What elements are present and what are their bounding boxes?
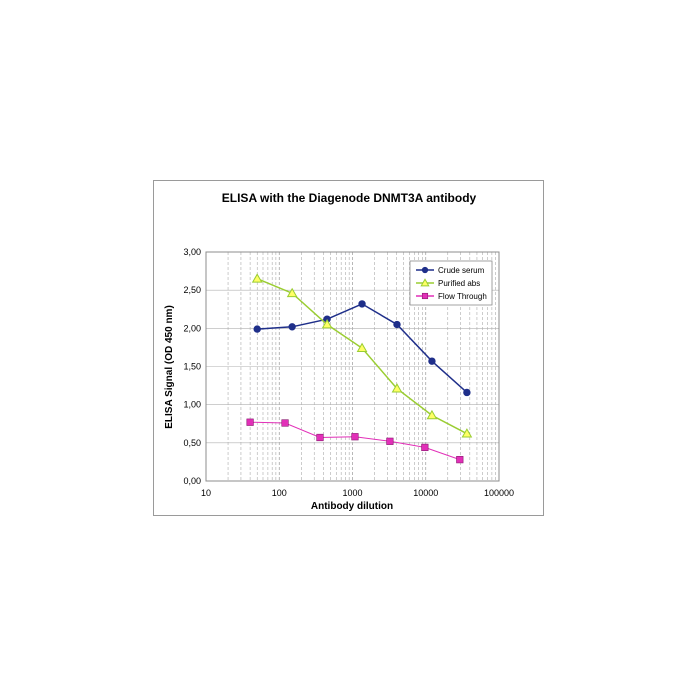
plot-area	[205, 251, 500, 482]
series	[246, 273, 473, 464]
chart-title: ELISA with the Diagenode DNMT3A antibody	[222, 191, 477, 205]
data-point	[246, 418, 254, 426]
data-point	[288, 323, 296, 331]
data-point	[391, 383, 403, 393]
x-tick-label: 1000	[342, 488, 362, 498]
data-point	[463, 388, 471, 397]
y-tick-label: 1,00	[183, 400, 201, 410]
y-tick-label: 0,00	[183, 476, 201, 486]
data-point	[421, 443, 429, 452]
data-point	[426, 409, 438, 420]
series-flow-through	[246, 418, 464, 464]
data-point	[420, 278, 430, 287]
legend: Crude serum Purified abs Flow Through	[409, 260, 493, 306]
y-tick-label: 2,50	[183, 285, 201, 295]
data-point	[253, 325, 261, 333]
x-tick-label: 100	[272, 488, 287, 498]
x-tick-label: 10	[201, 488, 211, 498]
data-point	[421, 266, 429, 274]
data-point	[356, 342, 368, 353]
legend-entry: Purified abs	[416, 278, 480, 288]
chart-frame: ELISA with the Diagenode DNMT3A antibody…	[153, 180, 544, 516]
legend-label: Purified abs	[438, 279, 480, 288]
elisa-chart: ELISA with the Diagenode DNMT3A antibody…	[164, 191, 514, 512]
data-point	[358, 300, 366, 308]
data-point	[281, 419, 289, 427]
legend-label: Flow Through	[438, 292, 487, 301]
data-point	[286, 287, 298, 298]
data-point	[321, 319, 333, 329]
data-point	[461, 428, 473, 438]
y-tick-label: 1,50	[183, 362, 201, 372]
data-point	[251, 273, 263, 283]
y-tick-label: 0,50	[183, 438, 201, 448]
x-tick-label: 100000	[484, 488, 514, 498]
series-line	[250, 421, 460, 461]
data-point	[421, 292, 429, 300]
series-crude-serum	[253, 300, 471, 397]
data-point	[351, 433, 359, 441]
legend-label: Crude serum	[438, 266, 485, 275]
data-point	[456, 456, 464, 464]
legend-entry: Crude serum	[416, 266, 485, 275]
y-tick-label: 2,00	[183, 323, 201, 333]
data-point	[393, 320, 401, 329]
y-axis-title: ELISA Signal (OD 450 nm)	[164, 305, 175, 429]
series-purified-abs	[251, 273, 473, 438]
legend-entry: Flow Through	[416, 292, 487, 301]
data-point	[428, 357, 436, 365]
data-point	[386, 437, 394, 445]
x-axis-title: Antibody dilution	[311, 501, 393, 512]
y-tick-label: 3,00	[183, 247, 201, 257]
axis-ticks: 0,00 0,50 1,00 1,50 2,00 2,50 3,00 10 100 1000 100…	[183, 247, 514, 498]
x-tick-label: 10000	[413, 488, 438, 498]
data-point	[316, 433, 324, 442]
